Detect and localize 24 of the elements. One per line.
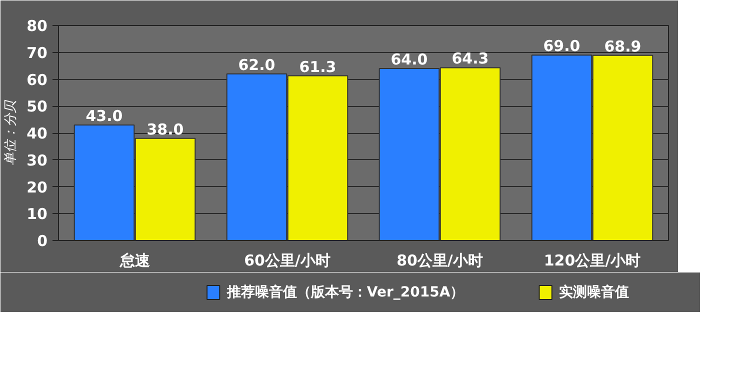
data-label: 64.3 [452, 50, 489, 68]
legend-label: 推荐噪音值（版本号：Ver_2015A） [226, 284, 464, 300]
x-tick-label: 120公里/小时 [544, 252, 641, 270]
y-tick-label: 30 [26, 151, 48, 170]
y-tick-label: 40 [26, 124, 48, 142]
x-tick-label: 60公里/小时 [244, 252, 330, 270]
x-tick-label: 怠速 [118, 252, 151, 270]
data-label: 62.0 [238, 56, 276, 74]
y-tick-label: 20 [26, 178, 48, 196]
data-label: 68.9 [604, 37, 642, 56]
x-tick-label: 80公里/小时 [396, 252, 483, 270]
data-label: 43.0 [86, 106, 123, 125]
data-label: 69.0 [543, 37, 580, 56]
y-tick-label: 80 [26, 17, 48, 35]
y-tick-label: 50 [26, 98, 48, 116]
data-label: 38.0 [146, 120, 184, 138]
y-tick-label: 0 [37, 232, 48, 250]
y-tick-label: 70 [26, 44, 48, 62]
data-label: 64.0 [390, 50, 428, 68]
y-tick-label: 60 [26, 70, 48, 89]
y-tick-label: 10 [26, 205, 48, 224]
y-axis-title: 单位：分贝 [4, 100, 19, 166]
legend-label: 实测噪音值 [559, 284, 630, 300]
data-label: 61.3 [299, 58, 336, 76]
